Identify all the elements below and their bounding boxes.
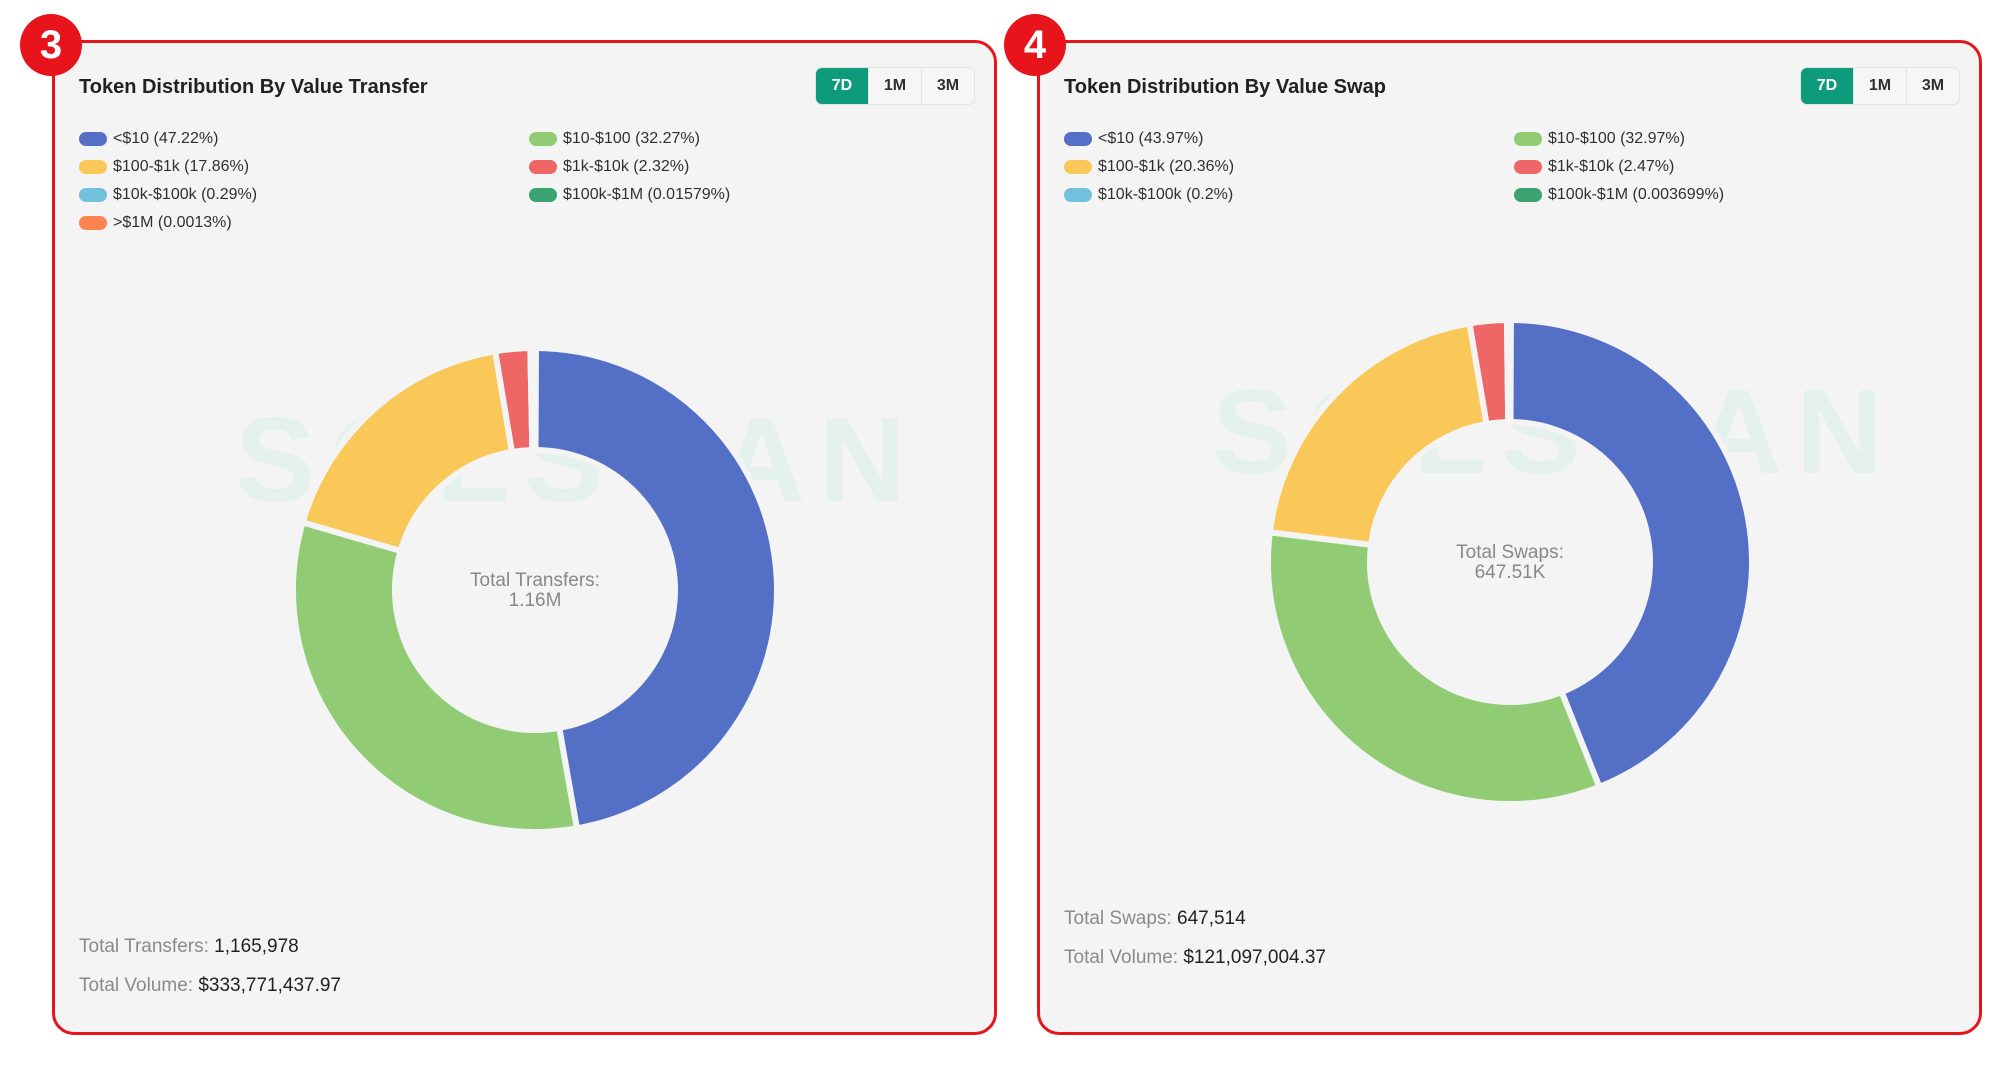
legend-swatch bbox=[1514, 160, 1542, 174]
legend-item[interactable]: $100-$1k (20.36%) bbox=[1064, 157, 1514, 177]
legend-swatch bbox=[1064, 160, 1092, 174]
stat-value: 1,165,978 bbox=[214, 936, 299, 957]
donut-slice[interactable] bbox=[299, 348, 515, 554]
stat-label: Total Transfers: bbox=[79, 936, 209, 957]
swap-distribution-card: Token Distribution By Value Swap 7D 1M 3… bbox=[1037, 40, 1982, 1035]
center-value-text: 647.51K bbox=[1474, 562, 1546, 583]
legend-item[interactable]: $1k-$10k (2.47%) bbox=[1514, 157, 1964, 177]
range-7d-button[interactable]: 7D bbox=[816, 68, 868, 104]
legend-label: $10-$100 (32.97%) bbox=[1548, 130, 1685, 147]
legend-label: $100k-$1M (0.01579%) bbox=[563, 186, 731, 203]
card-title: Token Distribution By Value Swap bbox=[1064, 76, 1386, 98]
legend-label: $100-$1k (17.86%) bbox=[113, 158, 250, 175]
legend-item[interactable]: $10k-$100k (0.29%) bbox=[79, 185, 529, 205]
donut-slice[interactable] bbox=[1265, 529, 1603, 807]
chart-center-label: Total Swaps: 647.51K bbox=[1410, 543, 1610, 583]
legend-label: $1k-$10k (2.32%) bbox=[563, 158, 690, 175]
legend-label: $10k-$100k (0.2%) bbox=[1098, 186, 1234, 203]
legend-swatch bbox=[529, 132, 557, 146]
legend-swatch bbox=[79, 216, 107, 230]
transfer-distribution-card: Token Distribution By Value Transfer 7D … bbox=[52, 40, 997, 1035]
time-range-selector: 7D 1M 3M bbox=[1800, 67, 1960, 105]
range-1m-button[interactable]: 1M bbox=[868, 68, 921, 104]
stat-total-volume: Total Volume: $121,097,004.37 bbox=[1064, 938, 1326, 977]
stat-value: 647,514 bbox=[1177, 908, 1246, 929]
stat-label: Total Volume: bbox=[79, 975, 194, 996]
legend-label: <$10 (43.97%) bbox=[1098, 130, 1204, 147]
stat-total-swaps: Total Swaps: 647,514 bbox=[1064, 899, 1326, 938]
legend-swatch bbox=[529, 160, 557, 174]
legend-item[interactable]: $100k-$1M (0.01579%) bbox=[529, 185, 979, 205]
center-label-text: Total Swaps: bbox=[1456, 542, 1564, 563]
stat-label: Total Volume: bbox=[1064, 947, 1179, 968]
stat-total-transfers: Total Transfers: 1,165,978 bbox=[79, 927, 341, 966]
legend-swatch bbox=[1514, 188, 1542, 202]
legend-label: $100-$1k (20.36%) bbox=[1098, 158, 1235, 175]
legend-swatch bbox=[79, 160, 107, 174]
summary-stats: Total Swaps: 647,514 Total Volume: $121,… bbox=[1064, 899, 1326, 977]
range-7d-button[interactable]: 7D bbox=[1801, 68, 1853, 104]
range-3m-button[interactable]: 3M bbox=[1906, 68, 1959, 104]
donut-slice[interactable] bbox=[532, 345, 780, 832]
legend-item[interactable]: $10-$100 (32.27%) bbox=[529, 129, 979, 149]
stat-value: $333,771,437.97 bbox=[198, 975, 341, 996]
donut-slice[interactable] bbox=[290, 519, 580, 835]
legend-item[interactable]: $10-$100 (32.97%) bbox=[1514, 129, 1964, 149]
donut-chart bbox=[1265, 317, 1755, 807]
legend-item[interactable]: $100k-$1M (0.003699%) bbox=[1514, 185, 1964, 205]
legend-swatch bbox=[1514, 132, 1542, 146]
legend-swatch bbox=[79, 188, 107, 202]
donut-slice[interactable] bbox=[1507, 317, 1755, 790]
range-1m-button[interactable]: 1M bbox=[1853, 68, 1906, 104]
legend-swatch bbox=[529, 188, 557, 202]
step-badge-4: 4 bbox=[1004, 14, 1066, 76]
donut-slice[interactable] bbox=[1506, 317, 1514, 426]
stat-total-volume: Total Volume: $333,771,437.97 bbox=[79, 966, 341, 1005]
legend-item[interactable]: <$10 (47.22%) bbox=[79, 129, 529, 149]
center-label-text: Total Transfers: bbox=[470, 570, 600, 591]
legend-label: $1k-$10k (2.47%) bbox=[1548, 158, 1675, 175]
chart-center-label: Total Transfers: 1.16M bbox=[435, 571, 635, 611]
summary-stats: Total Transfers: 1,165,978 Total Volume:… bbox=[79, 927, 341, 1005]
legend-swatch bbox=[1064, 132, 1092, 146]
center-value-text: 1.16M bbox=[508, 590, 562, 611]
legend-label: $10-$100 (32.27%) bbox=[563, 130, 700, 147]
legend-label: >$1M (0.0013%) bbox=[113, 214, 232, 231]
legend-item[interactable]: $1k-$10k (2.32%) bbox=[529, 157, 979, 177]
legend-label: $100k-$1M (0.003699%) bbox=[1548, 186, 1725, 203]
step-badge-3: 3 bbox=[20, 14, 82, 76]
legend-item[interactable]: >$1M (0.0013%) bbox=[79, 213, 529, 233]
donut-slice[interactable] bbox=[531, 345, 539, 454]
legend-label: $10k-$100k (0.29%) bbox=[113, 186, 258, 203]
stat-value: $121,097,004.37 bbox=[1183, 947, 1326, 968]
legend-label: <$10 (47.22%) bbox=[113, 130, 219, 147]
legend-item[interactable]: <$10 (43.97%) bbox=[1064, 129, 1514, 149]
donut-chart bbox=[290, 344, 780, 835]
legend-item[interactable]: $10k-$100k (0.2%) bbox=[1064, 185, 1514, 205]
stat-label: Total Swaps: bbox=[1064, 908, 1172, 929]
chart-legend: <$10 (43.97%) $10-$100 (32.97%) $100-$1k (… bbox=[1064, 129, 1964, 205]
legend-item[interactable]: $100-$1k (17.86%) bbox=[79, 157, 529, 177]
time-range-selector: 7D 1M 3M bbox=[815, 67, 975, 105]
chart-legend: <$10 (47.22%) $10-$100 (32.27%) $100-$1k (… bbox=[79, 129, 979, 233]
legend-swatch bbox=[1064, 188, 1092, 202]
donut-slice[interactable] bbox=[1266, 320, 1490, 548]
range-3m-button[interactable]: 3M bbox=[921, 68, 974, 104]
legend-swatch bbox=[79, 132, 107, 146]
card-title: Token Distribution By Value Transfer bbox=[79, 76, 428, 98]
